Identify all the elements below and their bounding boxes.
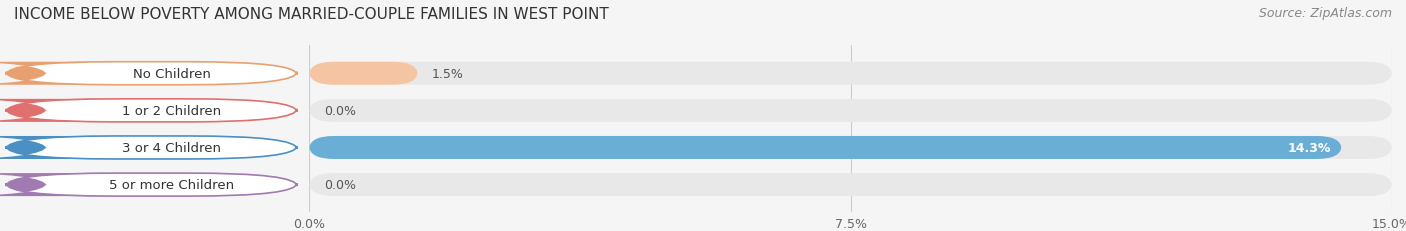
FancyBboxPatch shape — [0, 173, 114, 196]
Text: 1 or 2 Children: 1 or 2 Children — [122, 104, 221, 117]
Text: 0.0%: 0.0% — [323, 104, 356, 117]
FancyBboxPatch shape — [6, 62, 297, 85]
Text: 1.5%: 1.5% — [432, 67, 464, 80]
FancyBboxPatch shape — [6, 136, 297, 159]
FancyBboxPatch shape — [309, 99, 1392, 122]
FancyBboxPatch shape — [309, 62, 1392, 85]
FancyBboxPatch shape — [0, 136, 114, 159]
FancyBboxPatch shape — [6, 99, 297, 122]
Text: 0.0%: 0.0% — [323, 178, 356, 191]
FancyBboxPatch shape — [309, 136, 1392, 159]
FancyBboxPatch shape — [309, 173, 1392, 196]
FancyBboxPatch shape — [309, 136, 1341, 159]
FancyBboxPatch shape — [0, 62, 114, 85]
Text: 14.3%: 14.3% — [1288, 141, 1330, 154]
FancyBboxPatch shape — [309, 62, 418, 85]
Text: 5 or more Children: 5 or more Children — [110, 178, 235, 191]
Text: 3 or 4 Children: 3 or 4 Children — [122, 141, 221, 154]
Text: INCOME BELOW POVERTY AMONG MARRIED-COUPLE FAMILIES IN WEST POINT: INCOME BELOW POVERTY AMONG MARRIED-COUPL… — [14, 7, 609, 22]
Text: Source: ZipAtlas.com: Source: ZipAtlas.com — [1258, 7, 1392, 20]
Text: No Children: No Children — [132, 67, 211, 80]
FancyBboxPatch shape — [6, 173, 297, 196]
FancyBboxPatch shape — [0, 99, 114, 122]
